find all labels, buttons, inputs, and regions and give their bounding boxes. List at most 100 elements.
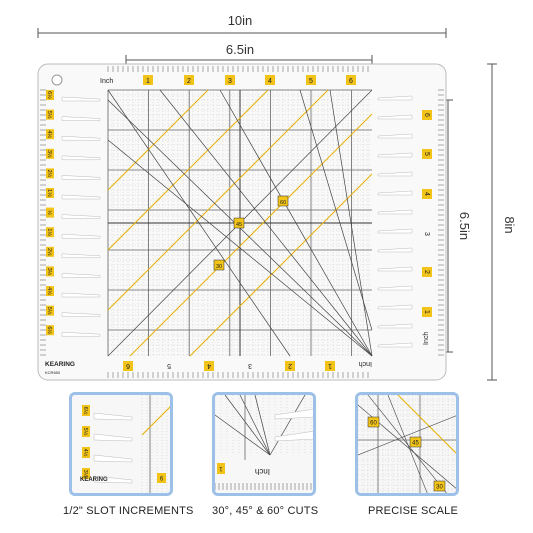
inset-angle-cuts: 1 Inch [212, 392, 316, 496]
slot-label-badge [82, 468, 90, 479]
slot-label-badge [46, 227, 54, 238]
cutting-slot [61, 214, 101, 219]
top-number: 6 [349, 78, 353, 85]
scale-number-badge [157, 473, 166, 483]
caption-precise-scale: PRECISE SCALE [368, 505, 459, 517]
angle-line [159, 89, 373, 357]
right-scale-numbers: 6 5 4 3 2 1 [422, 110, 432, 317]
brand-logo: KEARING [80, 477, 108, 483]
bottom-unit-label: Inch [359, 360, 372, 367]
cutting-slot [377, 114, 413, 120]
cutting-slot [377, 247, 413, 253]
cutting-slot [61, 233, 101, 239]
angle-line [107, 89, 291, 357]
dimension-overall-height: 8in [487, 63, 517, 381]
bottom-number: 2 [288, 362, 292, 369]
yellow-45-line [107, 89, 209, 191]
scale-number: 1 [219, 465, 223, 471]
right-number: 4 [423, 192, 430, 196]
bottom-number: 4 [207, 362, 211, 369]
slot-label: 6½ [46, 326, 53, 334]
inset-slot-increments: 6½ 5½ 4½ 3½ KEARING 6 [69, 392, 173, 496]
angle-label: 30 [216, 264, 222, 270]
top-number: 2 [187, 78, 191, 85]
caption-angle-cuts: 30°, 45° & 60° CUTS [212, 505, 319, 517]
cutting-slot [377, 342, 413, 348]
brand-logo: KEARING [45, 361, 75, 368]
slot-label: 2½ [46, 170, 53, 178]
cutting-slot [93, 433, 133, 442]
angle-line [107, 139, 373, 357]
angle-badge [367, 416, 380, 428]
cutting-slot [377, 266, 413, 272]
yellow-45-line [107, 89, 269, 251]
cutting-slot [377, 171, 413, 177]
cutting-slot [377, 152, 413, 158]
cutting-slot [61, 135, 101, 141]
angle-badge [433, 480, 446, 492]
right-number: 1 [423, 310, 430, 314]
cutting-slot [93, 412, 133, 421]
cutting-slot [61, 96, 101, 102]
cutting-slot [61, 253, 101, 259]
bottom-scale-numbers: 6 5 4 3 2 1 [123, 361, 335, 371]
ruler-figure: 10in 6.5in 8in 6.5in Inch [37, 13, 517, 381]
top-number: 1 [146, 78, 150, 85]
cutting-slot [61, 155, 101, 161]
cutting-slot [377, 323, 413, 329]
yellow-45-line [107, 89, 329, 311]
slot-label-badge [46, 168, 54, 179]
angle-line [387, 395, 428, 493]
angle-label: 60 [370, 421, 377, 427]
scale-number-badge [217, 463, 225, 474]
slot-label-badge [46, 305, 54, 316]
top-scale-numbers: 1 2 3 4 5 6 [143, 75, 356, 85]
slot-label: 2½ [46, 248, 53, 256]
left-slot-labels: 6½ 5½ 4½ 3½ 2½ 1½ ½ 1½ 2½ 3½ 4½ 5½ 6½ [46, 90, 54, 336]
slot-label: 5½ [46, 307, 53, 315]
unit-label: Inch [255, 467, 270, 476]
cutting-slot [93, 454, 133, 463]
slot-label: 1½ [46, 189, 53, 197]
slot-label: 6½ [46, 91, 53, 99]
cutting-slot [61, 194, 101, 200]
angle-line [329, 89, 373, 357]
hanging-hole [51, 74, 63, 86]
top-number: 3 [228, 78, 232, 85]
cutting-slot [274, 409, 313, 420]
right-number: 5 [423, 152, 430, 156]
slot-label: 4½ [82, 449, 89, 457]
slot-label-badge [46, 90, 54, 100]
angle-line [219, 89, 373, 357]
dimension-overall-width: 10in [37, 13, 447, 38]
slot-label-badge [46, 286, 54, 296]
bottom-number: 6 [126, 362, 130, 369]
angle-label: 30 [436, 485, 443, 491]
slot-label: 3½ [46, 268, 53, 276]
slot-label: 5½ [82, 428, 89, 436]
slot-label: 1½ [46, 228, 53, 236]
slot-label-badge [46, 325, 54, 336]
slot-label-badge [82, 447, 90, 458]
right-unit-label: Inch [423, 332, 430, 345]
bottom-number: 3 [248, 362, 252, 369]
top-unit-label: Inch [100, 78, 113, 85]
yellow-45-line [397, 395, 456, 454]
inset-precise-scale: 60 45 30 [355, 392, 459, 496]
model-label: KCR650 [45, 370, 61, 375]
angle-line [299, 89, 373, 331]
cutting-slot [377, 228, 413, 234]
overall-height-label: 8in [502, 216, 517, 233]
angle-line [224, 395, 271, 456]
angle-label: 45 [412, 441, 419, 447]
right-number: 3 [423, 232, 430, 236]
cutting-slot [274, 431, 313, 442]
cutting-slot [377, 95, 413, 101]
inner-height-label: 6.5in [457, 212, 472, 240]
cutting-slot [377, 209, 413, 215]
angle-line [254, 395, 271, 456]
angle-labels: 60 45 30 [213, 195, 289, 271]
slot-label: ½ [46, 210, 53, 215]
angle-label: 60 [280, 200, 286, 206]
